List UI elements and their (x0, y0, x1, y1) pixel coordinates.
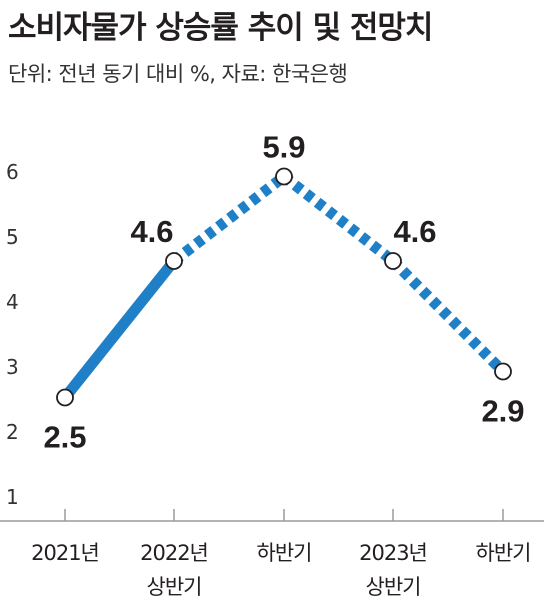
x-label-4-line-0: 하반기 (476, 541, 531, 565)
y-tick-label-1: 2 (6, 420, 19, 444)
data-point-4 (494, 362, 512, 381)
line-segment-0 (60, 257, 179, 401)
data-point-3 (384, 252, 402, 270)
chart-subtitle: 단위: 전년 동기 대비 %, 자료: 한국은행 (8, 62, 348, 86)
x-label-1-line-1: 상반기 (147, 575, 202, 599)
x-label-2-line-0: 하반기 (257, 541, 312, 565)
line-segment-1 (170, 172, 288, 266)
x-label-3-line-0: 2023년 (359, 541, 427, 565)
x-label-0-line-0: 2021년 (31, 541, 99, 565)
data-point-2 (275, 167, 293, 186)
y-tick-label-0: 1 (6, 485, 19, 509)
data-label-1: 4.6 (130, 214, 173, 249)
x-label-3-line-1: 상반기 (366, 575, 421, 599)
y-tick-label-4: 5 (6, 225, 19, 249)
data-point-1 (165, 252, 183, 270)
data-point-0 (56, 388, 74, 407)
data-label-2: 5.9 (262, 130, 305, 165)
series-line (60, 172, 507, 401)
line-segment-2 (280, 172, 397, 266)
line-segment-3 (389, 257, 507, 376)
y-tick-label-5: 6 (6, 160, 19, 184)
y-axis-ticks: 1 2 3 4 5 6 (6, 160, 19, 509)
data-label-3: 4.6 (393, 214, 436, 249)
data-labels: 2.5 4.6 5.9 4.6 2.9 (43, 130, 524, 455)
x-label-1-line-0: 2022년 (140, 541, 208, 565)
series-markers (56, 167, 512, 407)
chart-title: 소비자물가 상승률 추이 및 전망치 (8, 10, 433, 46)
x-axis-ticks (64, 509, 504, 521)
data-label-0: 2.5 (43, 420, 86, 455)
data-label-4: 2.9 (481, 394, 524, 429)
y-tick-label-3: 4 (6, 290, 19, 314)
y-tick-label-2: 3 (6, 355, 19, 379)
